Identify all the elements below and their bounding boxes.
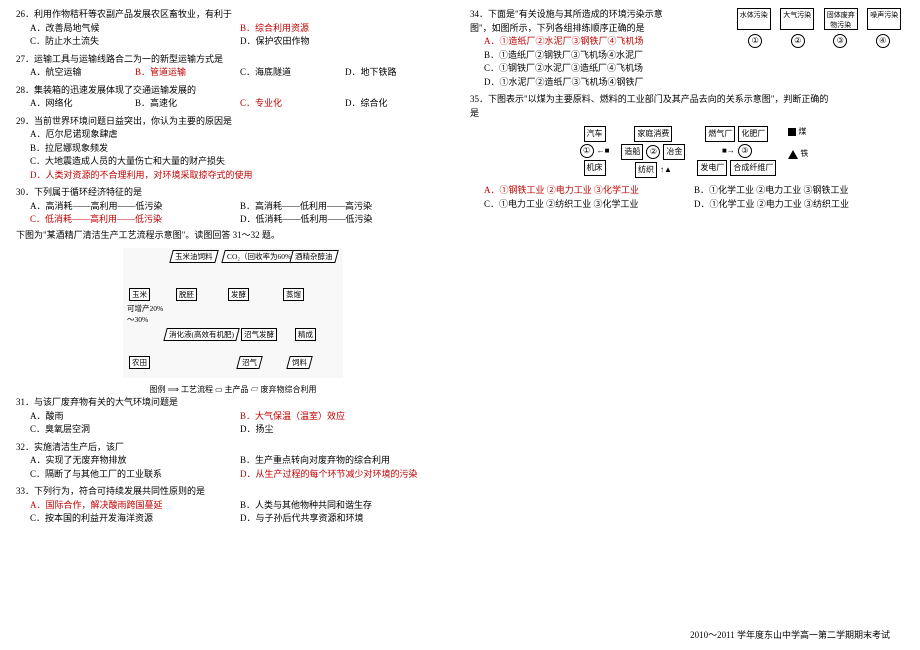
question-29: 29．当前世界环境问题日益突出，你认为主要的原因是 A．厄尔尼诺现象肆虐 B．拉… xyxy=(16,115,450,183)
legend-iron-icon xyxy=(788,150,798,159)
coal-industry-diagram: 汽车 ①←■ 机床 家庭消费 造船②冶金 纺织↑▲ 燃气厂化肥厂 ■→③ 发电厂… xyxy=(484,126,904,178)
opt-d: D．扬尘 xyxy=(240,423,450,437)
opt-b: B．高消耗——低利用——高污染 xyxy=(240,200,450,214)
opt-c: C．低消耗——高利用——低污染 xyxy=(30,213,240,227)
opt-b: B．①化学工业 ②电力工业 ③钢铁工业 xyxy=(694,184,904,198)
q30-tail: 下图为"某酒精厂清洁生产工艺流程示意图"。读图回答 31～32 题。 xyxy=(16,229,450,243)
opt-d: D．①水泥厂②造纸厂③飞机场④钢铁厂 xyxy=(484,76,904,90)
q-stem-text: 利用作物秸秆等农副产品发展农区畜牧业，有利于 xyxy=(34,9,232,19)
opt-b: B．拉尼娜现象频发 xyxy=(30,142,450,156)
opt-d: D．①化学工业 ②电力工业 ③纺织工业 xyxy=(694,198,904,212)
opt-a: A．实现了无废弃物排放 xyxy=(30,454,240,468)
opt-c: C．臭氧层空洞 xyxy=(30,423,240,437)
opt-c: C．海底隧道 xyxy=(240,66,345,80)
opt-a: A．航空运输 xyxy=(30,66,135,80)
opt-c: C．大地震造成人员的大量伤亡和大量的财产损失 xyxy=(30,155,450,169)
opt-d: D．综合化 xyxy=(345,97,450,111)
opt-a: A．厄尔尼诺现象肆虐 xyxy=(30,128,450,142)
right-column: 水体污染 大气污染 固体废弃物污染 噪声污染 ① ② ③ ④ 34．下面是"有关… xyxy=(460,8,914,642)
opt-c: C．专业化 xyxy=(240,97,345,111)
page-footer: 2010～2011 学年度东山中学高一第二学期期末考试 xyxy=(690,629,890,643)
opt-b: B．综合利用资源 xyxy=(240,22,450,36)
question-32: 32．实施清洁生产后，该厂 A．实现了无废弃物排放 B．生产重点转向对废弃物的综… xyxy=(16,441,450,482)
q-num: 26． xyxy=(16,9,34,19)
legend-coal-icon xyxy=(788,128,796,136)
pollution-mini-diagram: 水体污染 大气污染 固体废弃物污染 噪声污染 ① ② ③ ④ xyxy=(734,8,904,63)
opt-a: A．改善局地气候 xyxy=(30,22,240,36)
opt-a: A．酸雨 xyxy=(30,410,240,424)
opt-d: D．与子孙后代共享资源和环境 xyxy=(240,512,450,526)
opt-b: B．生产重点转向对废弃物的综合利用 xyxy=(240,454,450,468)
question-34: 水体污染 大气污染 固体废弃物污染 噪声污染 ① ② ③ ④ 34．下面是"有关… xyxy=(470,8,904,89)
diagram1-legend: 图例 ⟹ 工艺流程 ▭ 主产品 ▱ 废弃物综合利用 xyxy=(16,384,450,396)
left-column: 26．利用作物秸秆等农副产品发展农区畜牧业，有利于 A．改善局地气候 B．综合利… xyxy=(6,8,460,642)
opt-d: D．从生产过程的每个环节减少对环境的污染 xyxy=(240,468,450,482)
question-26: 26．利用作物秸秆等农副产品发展农区畜牧业，有利于 A．改善局地气候 B．综合利… xyxy=(16,8,450,49)
question-33: 33．下列行为，符合可持续发展共同性原则的是 A．国际合作，解决酸雨跨国蔓延 B… xyxy=(16,485,450,526)
opt-d: D．地下铁路 xyxy=(345,66,450,80)
opt-c: C．按本国的利益开发海洋资源 xyxy=(30,512,240,526)
opt-b: B．高速化 xyxy=(135,97,240,111)
opt-c: C．防止水土流失 xyxy=(30,35,240,49)
question-35: 35．下图表示"以煤为主要原料、燃料的工业部门及其产品去向的关系示意图"，判断正… xyxy=(470,93,904,211)
question-30: 30．下列属于循环经济特征的是 A．高消耗——高利用——低污染 B．高消耗——低… xyxy=(16,186,450,242)
opt-b: B．人类与其他物种共同和谐生存 xyxy=(240,499,450,513)
process-flow-diagram: 玉米油饲料 CO₂（回收率为60%） 酒精杂醇油 玉米 脱胚 发酵 蒸馏 可增产… xyxy=(16,248,450,378)
opt-c: C．①电力工业 ②纺织工业 ③化学工业 xyxy=(484,198,694,212)
opt-a: A．①钢铁工业 ②电力工业 ③化学工业 xyxy=(484,184,694,198)
opt-b: B．管道运输 xyxy=(135,66,240,80)
opt-b: B．大气保温（温室）效应 xyxy=(240,410,450,424)
question-31: 31．与该厂废弃物有关的大气环境问题是 A．酸雨 B．大气保温（温室）效应 C．… xyxy=(16,396,450,437)
opt-d: D．低消耗——低利用——低污染 xyxy=(240,213,450,227)
opt-a: A．网络化 xyxy=(30,97,135,111)
opt-d: D．人类对资源的不合理利用，对环境采取掠夺式的使用 xyxy=(30,169,450,183)
opt-c: C．①钢铁厂②水泥厂③造纸厂④飞机场 xyxy=(484,62,904,76)
question-28: 28．集装箱的迅速发展体现了交通运输发展的 A．网络化 B．高速化 C．专业化 … xyxy=(16,84,450,111)
opt-a: A．国际合作，解决酸雨跨国蔓延 xyxy=(30,499,240,513)
question-27: 27．运输工具与运输线路合二为一的新型运输方式是 A．航空运输 B．管道运输 C… xyxy=(16,53,450,80)
opt-c: C．隔断了与其他工厂的工业联系 xyxy=(30,468,240,482)
opt-d: D．保护农田作物 xyxy=(240,35,450,49)
opt-a: A．高消耗——高利用——低污染 xyxy=(30,200,240,214)
